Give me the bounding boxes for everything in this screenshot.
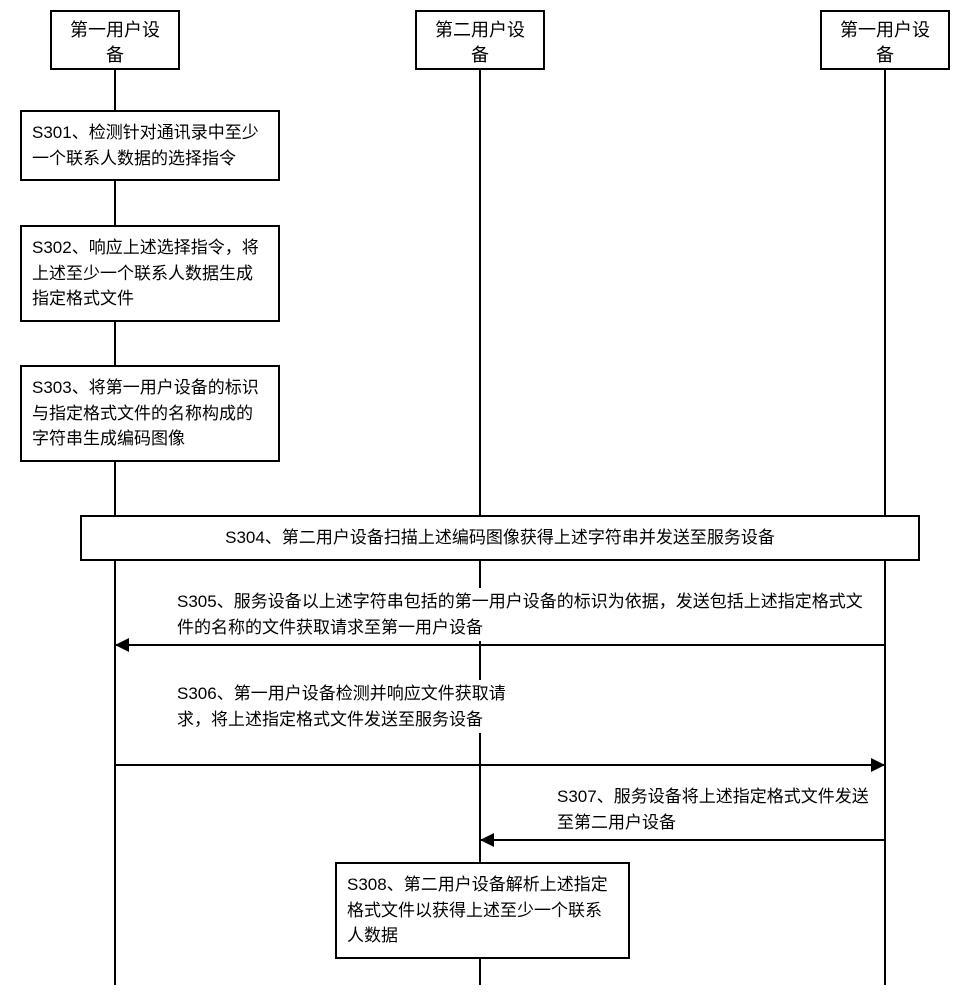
arrow-s307-line [480,839,885,841]
step-s304: S304、第二用户设备扫描上述编码图像获得上述字符串并发送至服务设备 [80,515,920,561]
participant-2-label: 第二用户设 [435,20,525,40]
msg-s306-text: S306、第一用户设备检测并响应文件获取请求，将上述指定格式文件发送至服务设备 [177,684,506,729]
step-s308-text: S308、第二用户设备解析上述指定格式文件以获得上述至少一个联系人数据 [347,875,608,945]
msg-s307-label: S307、服务设备将上述指定格式文件发送至第二用户设备 [555,783,875,836]
step-s301: S301、检测针对通讯录中至少一个联系人数据的选择指令 [20,110,280,181]
arrow-s306-head [871,758,885,772]
step-s303: S303、将第一用户设备的标识与指定格式文件的名称构成的字符串生成编码图像 [20,365,280,462]
arrow-s306-line [115,764,885,766]
arrow-s305-head [115,638,129,652]
participant-1: 第一用户设 备 [50,10,180,70]
msg-s306-label: S306、第一用户设备检测并响应文件获取请求，将上述指定格式文件发送至服务设备 [175,680,515,733]
participant-3: 第一用户设 备 [820,10,950,70]
arrow-s307-head [480,833,494,847]
msg-s307-text: S307、服务设备将上述指定格式文件发送至第二用户设备 [557,787,869,832]
step-s301-text: S301、检测针对通讯录中至少一个联系人数据的选择指令 [32,123,259,168]
participant-2: 第二用户设 备 [415,10,545,70]
step-s304-text: S304、第二用户设备扫描上述编码图像获得上述字符串并发送至服务设备 [225,528,775,547]
arrow-s305-line [115,644,885,646]
msg-s305-label: S305、服务设备以上述字符串包括的第一用户设备的标识为依据，发送包括上述指定格… [175,588,875,641]
msg-s305-text: S305、服务设备以上述字符串包括的第一用户设备的标识为依据，发送包括上述指定格… [177,592,863,637]
step-s308: S308、第二用户设备解析上述指定格式文件以获得上述至少一个联系人数据 [335,862,630,959]
participant-2-label2: 备 [471,45,489,65]
participant-1-label: 第一用户设 [70,20,160,40]
participant-3-label: 第一用户设 [840,20,930,40]
step-s302-text: S302、响应上述选择指令，将上述至少一个联系人数据生成指定格式文件 [32,238,259,308]
participant-1-label2: 备 [106,45,124,65]
step-s302: S302、响应上述选择指令，将上述至少一个联系人数据生成指定格式文件 [20,225,280,322]
step-s303-text: S303、将第一用户设备的标识与指定格式文件的名称构成的字符串生成编码图像 [32,378,259,448]
participant-3-label2: 备 [876,45,894,65]
